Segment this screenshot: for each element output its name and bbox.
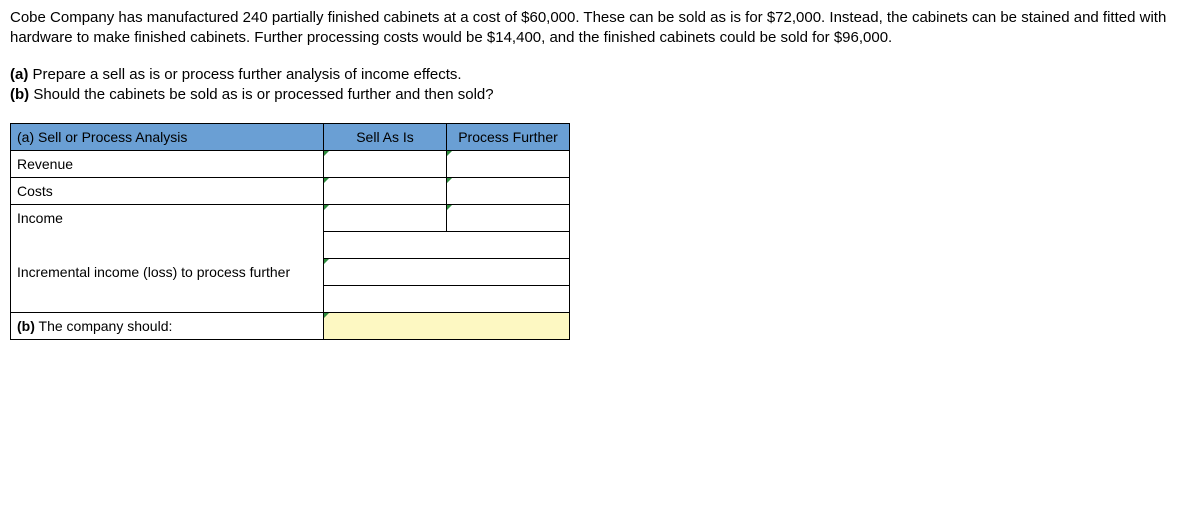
- label-income: Income: [11, 205, 324, 232]
- question-a: (a) Prepare a sell as is or process furt…: [10, 65, 1190, 85]
- input-income-sell[interactable]: [324, 205, 447, 232]
- row-decision: (b) The company should:: [11, 313, 570, 340]
- question-b: (b) Should the cabinets be sold as is or…: [10, 85, 1190, 105]
- row-costs: Costs: [11, 178, 570, 205]
- row-incremental: Incremental income (loss) to process fur…: [11, 259, 570, 286]
- header-sell-as-is: Sell As Is: [324, 124, 447, 151]
- question-b-label: (b): [10, 86, 29, 103]
- input-decision[interactable]: [324, 313, 570, 340]
- decision-label-b: (b): [17, 318, 35, 334]
- label-revenue: Revenue: [11, 151, 324, 178]
- table-header-row: (a) Sell or Process Analysis Sell As Is …: [11, 124, 570, 151]
- input-costs-sell[interactable]: [324, 178, 447, 205]
- row-income: Income: [11, 205, 570, 232]
- row-spacer-2: [11, 286, 570, 313]
- analysis-table: (a) Sell or Process Analysis Sell As Is …: [10, 123, 570, 340]
- sub-questions: (a) Prepare a sell as is or process furt…: [10, 65, 1190, 106]
- question-b-text: Should the cabinets be sold as is or pro…: [29, 86, 493, 103]
- decision-label-text: The company should:: [35, 318, 173, 334]
- row-revenue: Revenue: [11, 151, 570, 178]
- question-a-label: (a): [10, 66, 28, 83]
- input-revenue-sell[interactable]: [324, 151, 447, 178]
- header-title: (a) Sell or Process Analysis: [11, 124, 324, 151]
- header-process-further: Process Further: [447, 124, 570, 151]
- label-incremental: Incremental income (loss) to process fur…: [11, 259, 324, 286]
- label-decision: (b) The company should:: [11, 313, 324, 340]
- label-costs: Costs: [11, 178, 324, 205]
- input-incremental[interactable]: [324, 259, 570, 286]
- input-costs-process[interactable]: [447, 178, 570, 205]
- input-revenue-process[interactable]: [447, 151, 570, 178]
- row-spacer-1: [11, 232, 570, 259]
- input-income-process[interactable]: [447, 205, 570, 232]
- question-a-text: Prepare a sell as is or process further …: [28, 66, 461, 83]
- problem-paragraph: Cobe Company has manufactured 240 partia…: [10, 8, 1190, 49]
